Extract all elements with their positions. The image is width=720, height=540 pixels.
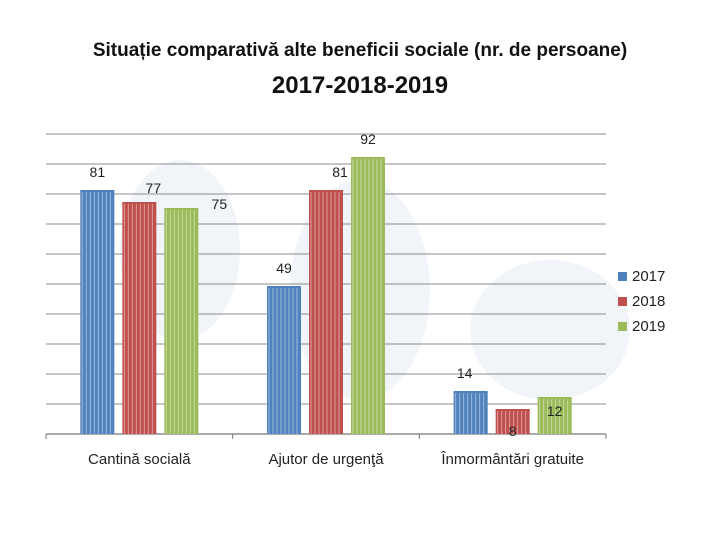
legend-swatch-2017 [618,272,627,281]
bar-2018-0 [122,203,157,434]
data-label-2017-2: 14 [457,365,473,381]
data-label-2019-2: 12 [547,403,563,419]
data-labels: 81 49 14 77 81 8 75 92 12 [90,131,563,439]
legend-label-2018: 2018 [632,293,666,310]
axes [45,433,607,439]
legend-label-2019: 2019 [632,318,666,335]
category-label-2: Înmormântări gratuite [440,451,584,468]
chart-title: Situație comparativă alte beneficii soci… [92,40,628,61]
data-label-2017-0: 81 [90,164,106,180]
legend-swatch-2019 [618,322,627,331]
data-label-2018-0: 77 [146,180,162,196]
data-label-2018-2: 8 [509,423,517,439]
legend-item-2017: 2017 [618,264,665,289]
data-label-2019-1: 92 [360,131,376,147]
legend-item-2018: 2018 [618,289,665,314]
bar-2018-2 [495,410,530,434]
legend-label-2017: 2017 [632,268,666,285]
chart-subtitle: 2017-2018-2019 [271,72,449,99]
bar-2019-0 [164,209,199,434]
data-label-2018-1: 81 [332,164,348,180]
bar-2019-1 [351,158,385,434]
bar-2018-1 [309,191,343,434]
bar-2017-2 [453,392,488,434]
legend-item-2019: 2019 [618,314,665,339]
category-label-0: Cantină socială [88,451,191,468]
bar-2019-2 [537,398,572,434]
category-labels: Cantină socială Ajutor de urgenţă Înmormân… [88,451,584,468]
bars [80,157,572,434]
bar-2017-1 [267,287,301,434]
bar-2017-0 [80,191,115,434]
legend-swatch-2018 [618,297,627,306]
data-label-2019-0: 75 [212,196,228,212]
category-label-1: Ajutor de urgenţă [268,451,384,468]
data-label-2017-1: 49 [276,260,292,276]
legend: 2017 2018 2019 [618,264,665,339]
